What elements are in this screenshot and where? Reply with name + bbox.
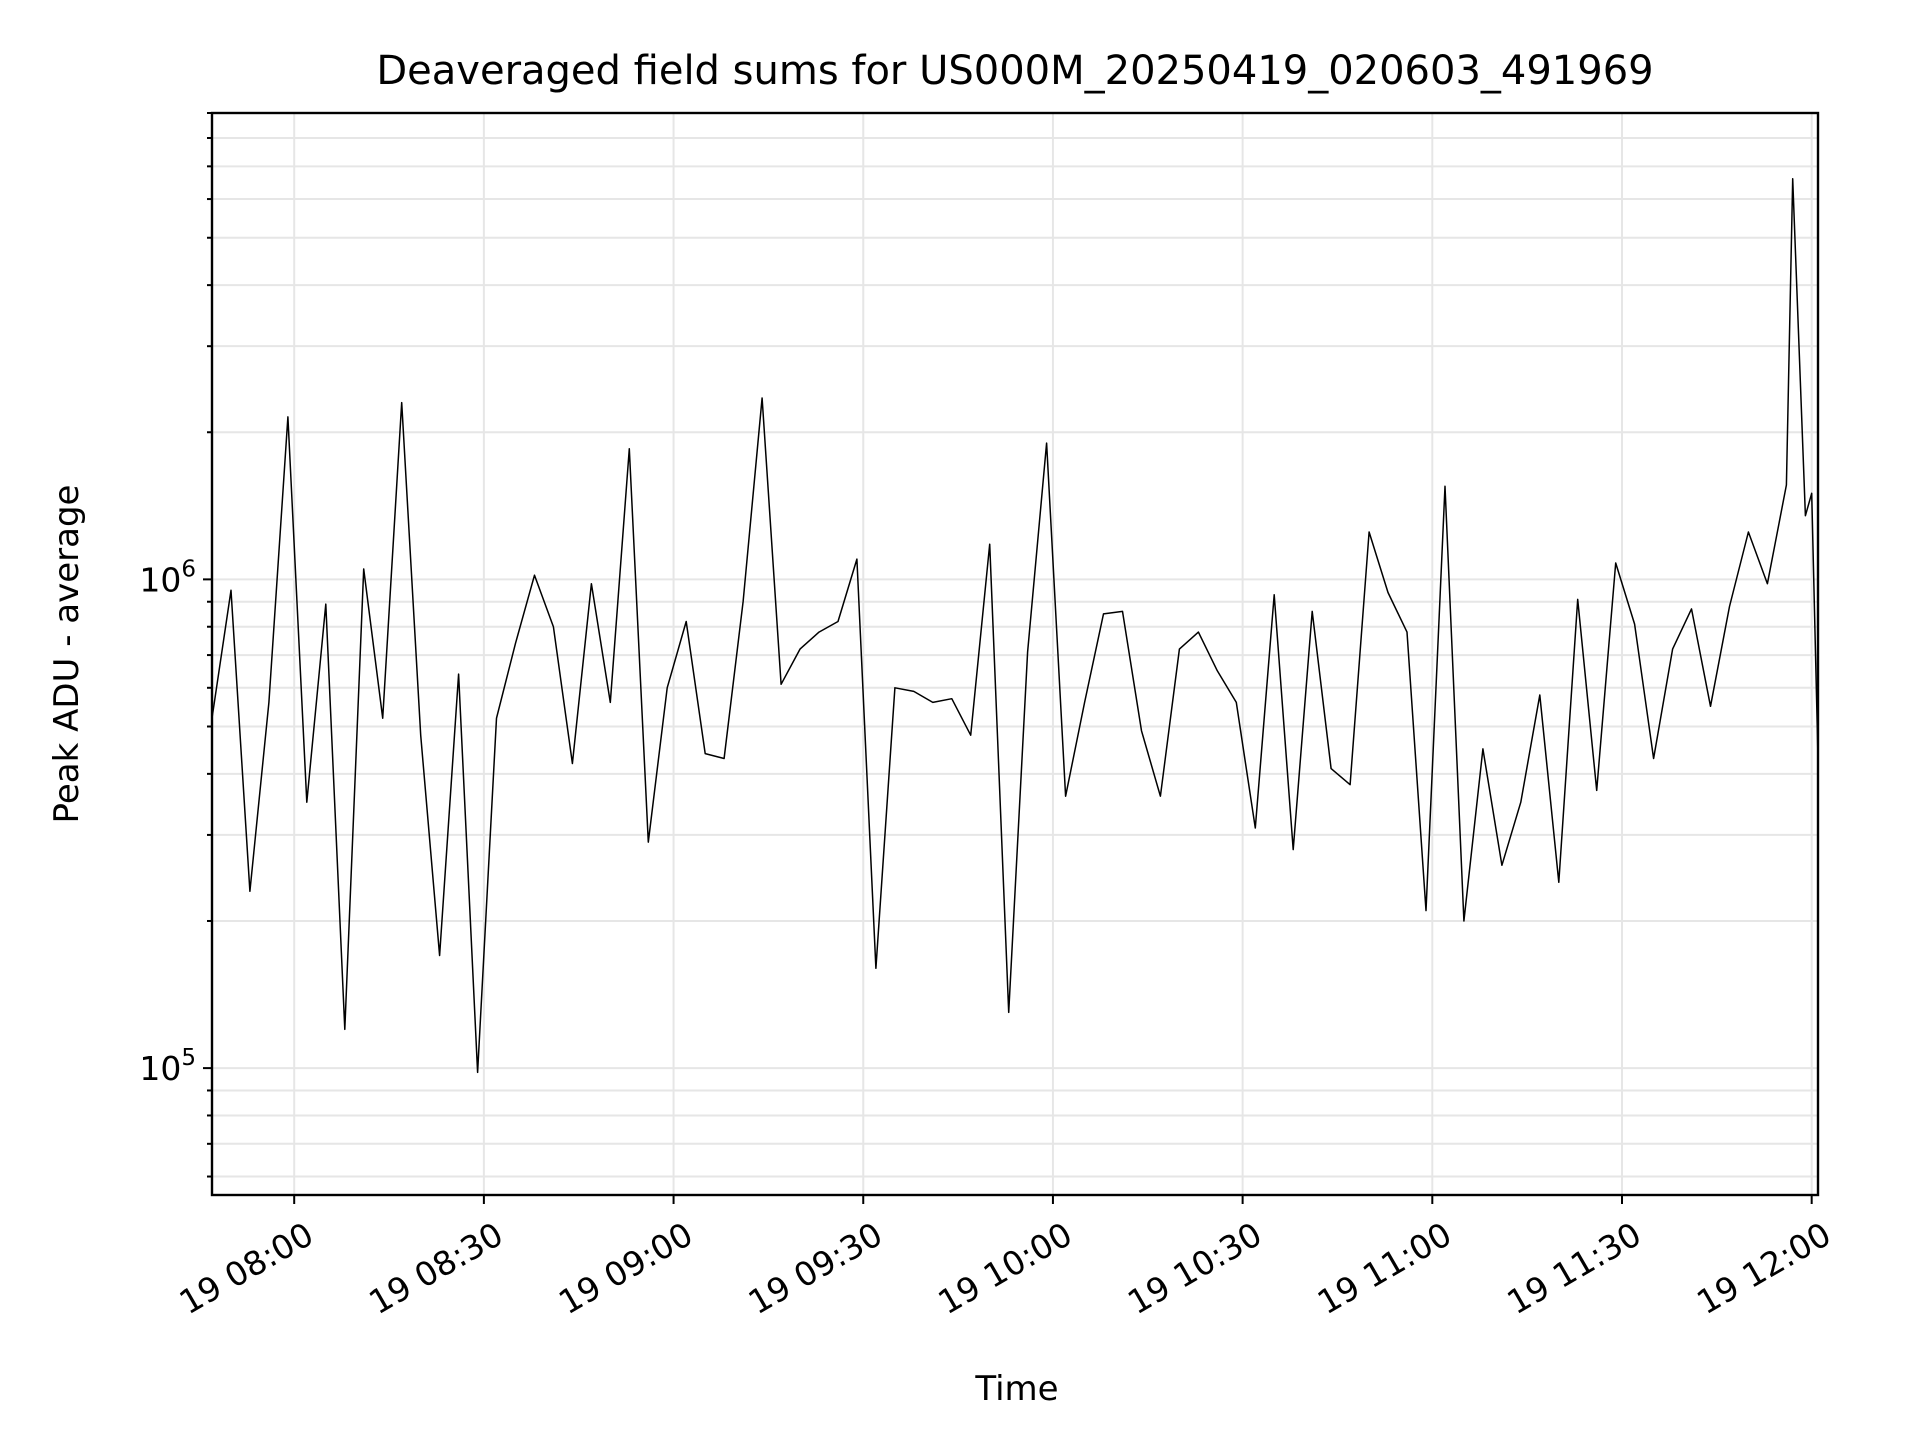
y-tick-label: 106 <box>139 556 196 599</box>
series-line-0 <box>211 178 1819 1074</box>
y-tick-label: 105 <box>139 1045 196 1088</box>
y-tick-exponent: 6 <box>181 556 196 582</box>
plot-frame <box>210 111 1820 1197</box>
y-tick-base: 10 <box>139 560 181 599</box>
chart-title: Deaveraged field sums for US000M_2025041… <box>376 48 1653 94</box>
x-axis-label: Time <box>974 1369 1058 1409</box>
series-group <box>211 178 1819 1074</box>
y-tick-exponent: 5 <box>181 1045 196 1071</box>
y-tick-base: 10 <box>139 1049 181 1088</box>
y-axis-label: Peak ADU - average <box>47 485 87 824</box>
